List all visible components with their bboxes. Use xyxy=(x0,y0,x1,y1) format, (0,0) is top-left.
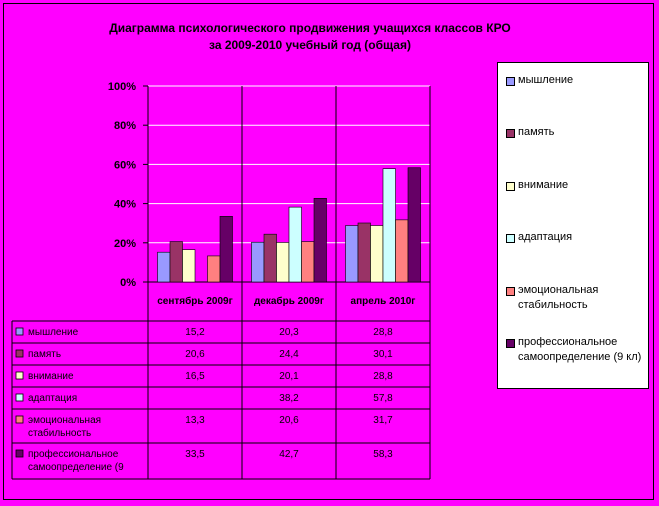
table-value: 28,8 xyxy=(373,327,393,338)
legend-label: внимание xyxy=(518,179,569,191)
legend-swatch xyxy=(506,129,515,138)
bar xyxy=(357,222,371,283)
chart-subtitle: за 2009-2010 учебный год (общая) xyxy=(209,38,411,52)
table-value: 20,1 xyxy=(279,371,299,382)
chart-frame xyxy=(3,3,654,500)
table-row-label: стабильность xyxy=(28,427,91,439)
bar xyxy=(301,241,315,283)
legend-swatch xyxy=(506,182,515,191)
table-value: 31,7 xyxy=(373,415,393,426)
y-tick-label: 80% xyxy=(114,120,136,132)
bar xyxy=(276,242,290,283)
table-value: 13,3 xyxy=(185,415,205,426)
table-value: 20,3 xyxy=(279,327,299,338)
legend-label: мышление xyxy=(518,74,574,86)
table-row-label: адаптация xyxy=(28,393,77,404)
bar xyxy=(407,167,421,283)
table-row-label: память xyxy=(28,349,61,360)
y-tick-label: 40% xyxy=(114,199,136,211)
y-tick-label: 60% xyxy=(114,159,136,171)
legend-swatch xyxy=(506,77,515,86)
table-value: 28,8 xyxy=(373,371,393,382)
table-value: 42,7 xyxy=(279,449,299,460)
bar xyxy=(395,219,409,283)
table-value: 15,2 xyxy=(185,327,205,338)
table-row-label: мышление xyxy=(28,327,79,338)
legend-swatch xyxy=(506,234,515,243)
x-category-label: сентябрь 2009г xyxy=(157,295,233,307)
legend-label: адаптация xyxy=(518,231,573,243)
y-tick-label: 100% xyxy=(108,81,136,93)
table-row-label: внимание xyxy=(28,371,74,382)
bar xyxy=(345,225,359,283)
table-value: 20,6 xyxy=(279,415,299,426)
table-value: 30,1 xyxy=(373,349,393,360)
legend-label: эмоциональная стабильность xyxy=(518,284,599,311)
table-value: 33,5 xyxy=(185,449,205,460)
table-legend-swatch xyxy=(15,415,24,424)
bar xyxy=(288,206,302,283)
table-legend-swatch xyxy=(15,393,24,402)
x-category-label: апрель 2010г xyxy=(351,296,416,307)
legend-label: профессиональное самоопределение (9 кл) xyxy=(518,336,642,363)
bar xyxy=(157,251,171,283)
bar xyxy=(382,168,396,283)
y-tick-label: 20% xyxy=(114,238,136,250)
legend-label: память xyxy=(518,126,555,138)
bar xyxy=(207,255,221,283)
table-row-label: эмоциональная xyxy=(28,415,101,426)
table-value: 38,2 xyxy=(279,393,299,404)
table-value: 58,3 xyxy=(373,449,393,460)
x-category-label: декабрь 2009г xyxy=(254,295,324,307)
chart-title: Диаграмма психологического продвижения у… xyxy=(109,21,511,35)
table-legend-swatch xyxy=(15,371,24,380)
chart-legend: мышление память внимание адаптация эмоционал… xyxy=(497,62,649,389)
table-row-label: профессиональное xyxy=(28,448,119,460)
table-value: 20,6 xyxy=(185,349,205,360)
bar xyxy=(251,241,265,283)
legend-swatch xyxy=(506,287,515,296)
bar xyxy=(169,241,183,283)
table-legend-swatch xyxy=(15,449,24,458)
bar xyxy=(219,216,233,283)
table-legend-swatch xyxy=(15,349,24,358)
bar xyxy=(313,198,327,283)
legend-swatch xyxy=(506,339,515,348)
table-row-label: самоопределение (9 xyxy=(28,462,124,473)
bar xyxy=(370,225,384,283)
y-tick-label: 0% xyxy=(120,277,136,289)
bar xyxy=(263,233,277,283)
bar xyxy=(182,249,196,283)
table-value: 16,5 xyxy=(185,371,205,382)
table-value: 57,8 xyxy=(373,393,393,404)
chart-title-block: Диаграмма психологического продвижения у… xyxy=(60,20,560,54)
table-value: 24,4 xyxy=(279,349,299,360)
table-legend-swatch xyxy=(15,327,24,336)
